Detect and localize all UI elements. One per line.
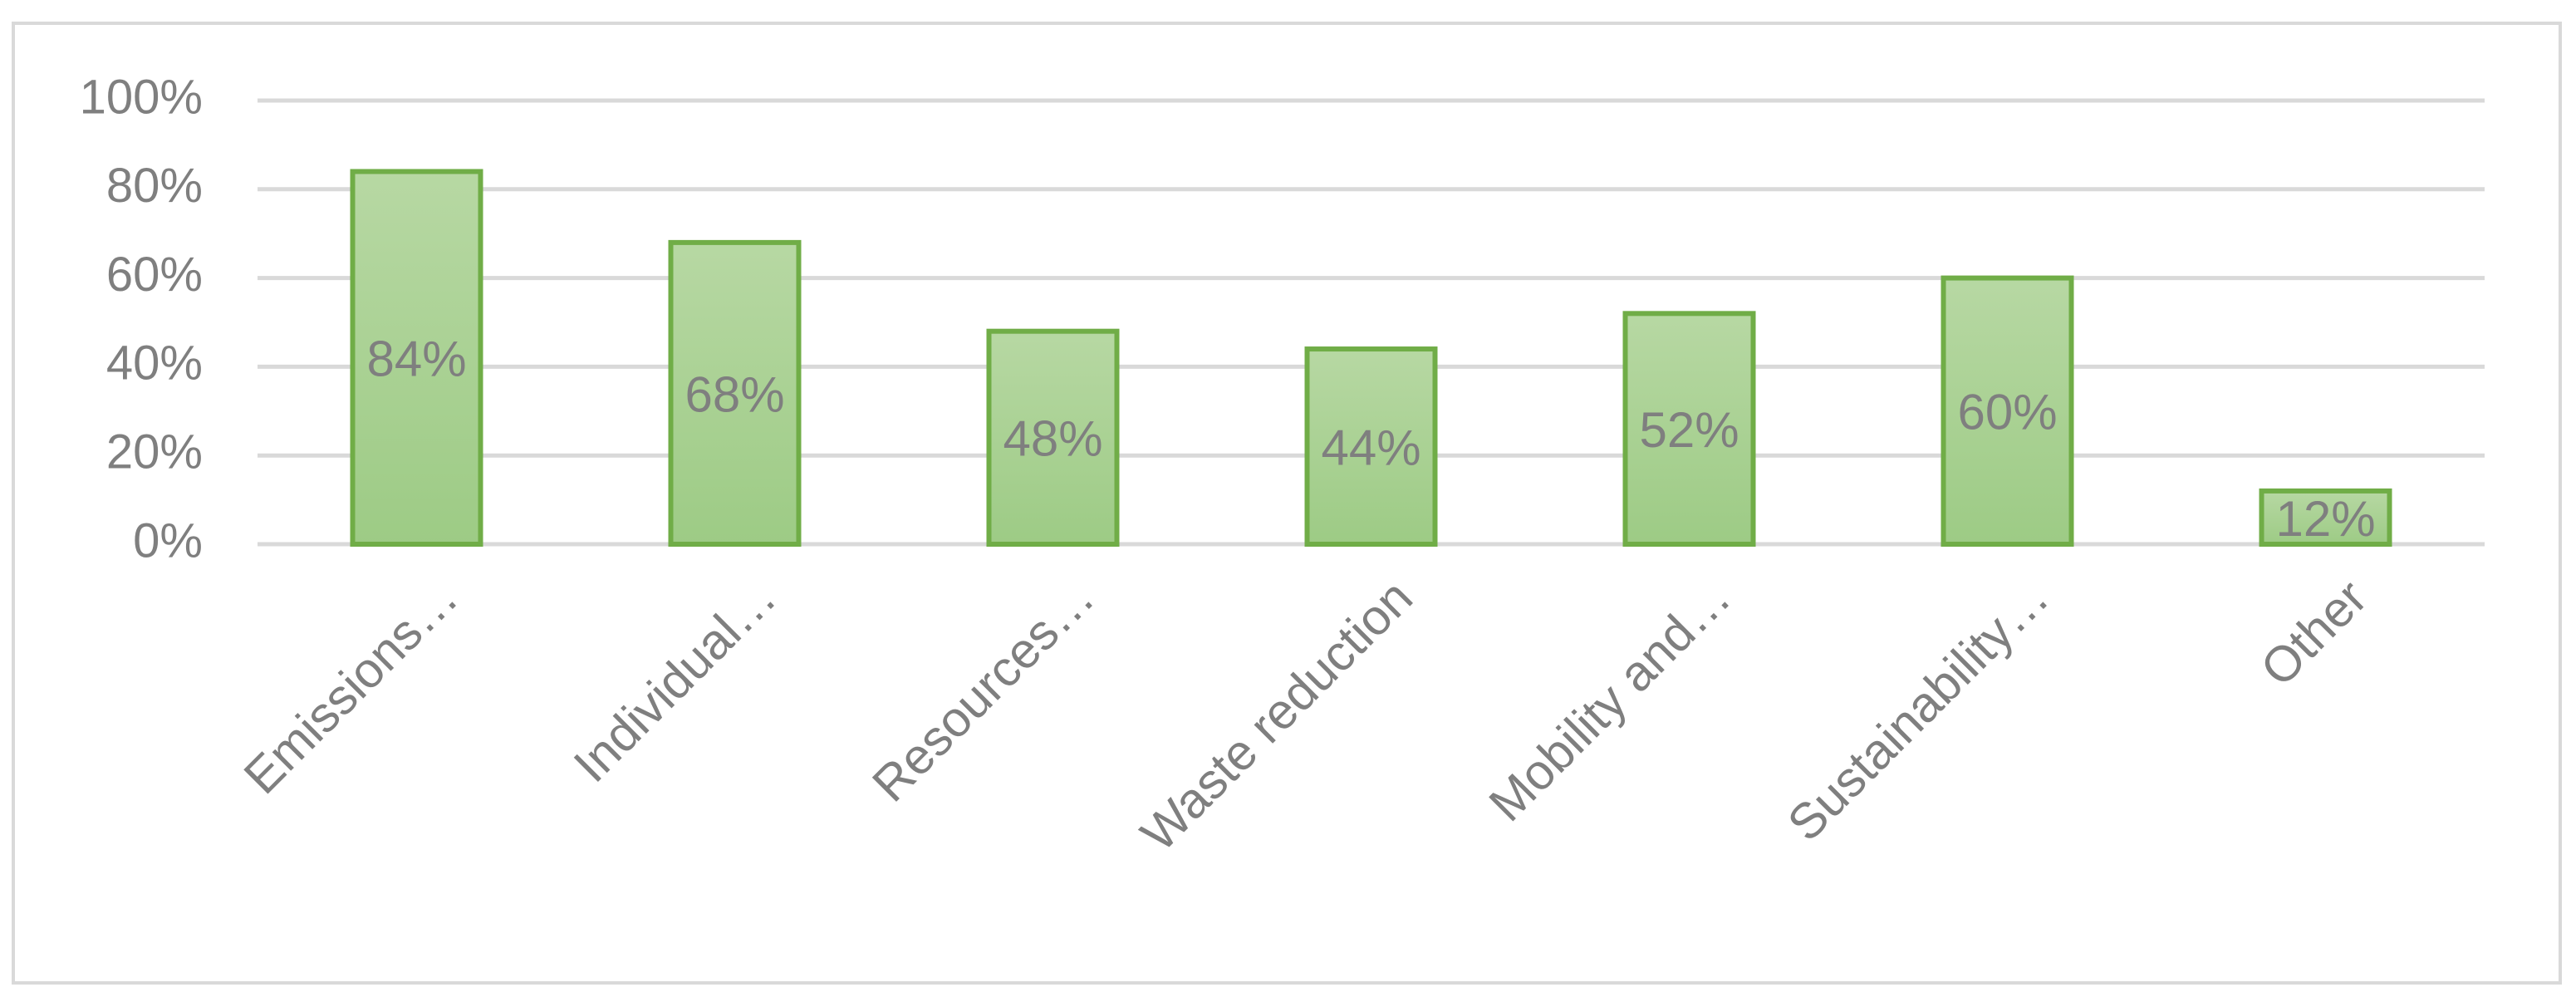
y-tick-label: 0% bbox=[133, 513, 203, 567]
y-tick-label: 20% bbox=[106, 425, 203, 479]
data-label: 68% bbox=[684, 366, 784, 422]
bar bbox=[1304, 346, 1438, 548]
data-label: 84% bbox=[366, 332, 466, 387]
y-tick-label: 80% bbox=[106, 159, 203, 213]
y-tick-label: 100% bbox=[80, 70, 203, 124]
bar bbox=[350, 169, 483, 547]
data-label: 60% bbox=[1957, 385, 2057, 440]
y-tick-label: 40% bbox=[106, 336, 203, 390]
y-tick-label: 60% bbox=[106, 248, 203, 302]
bar bbox=[1941, 275, 2074, 547]
data-label: 52% bbox=[1639, 402, 1739, 458]
data-label: 12% bbox=[2275, 491, 2375, 547]
bar bbox=[668, 239, 802, 547]
bar bbox=[986, 328, 1120, 547]
bar bbox=[1622, 311, 1756, 547]
bar bbox=[2259, 488, 2392, 547]
data-label: 44% bbox=[1321, 420, 1420, 475]
data-label: 48% bbox=[1003, 411, 1102, 467]
